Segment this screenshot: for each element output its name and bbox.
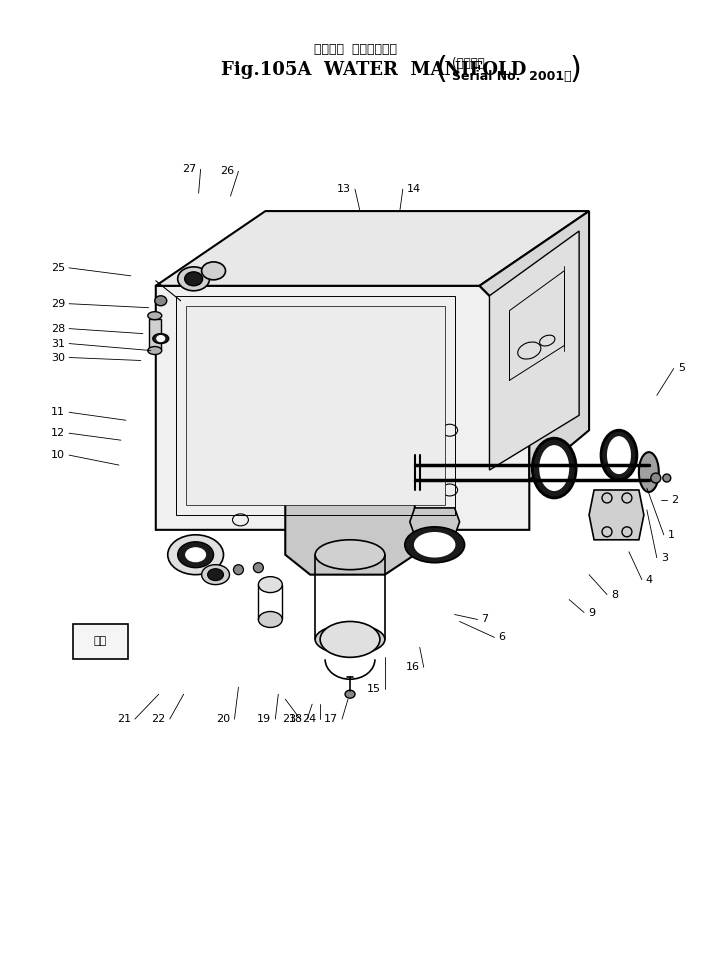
Ellipse shape <box>651 473 661 483</box>
Ellipse shape <box>178 542 214 567</box>
Ellipse shape <box>663 474 671 482</box>
Ellipse shape <box>315 625 385 654</box>
Ellipse shape <box>148 346 162 354</box>
Ellipse shape <box>168 535 224 575</box>
Text: 15: 15 <box>367 684 381 694</box>
Text: 3: 3 <box>661 553 668 562</box>
Ellipse shape <box>253 562 263 573</box>
Bar <box>149 319 160 348</box>
Text: 30: 30 <box>51 352 65 363</box>
Ellipse shape <box>148 311 162 320</box>
Ellipse shape <box>186 548 206 561</box>
Bar <box>175 296 454 515</box>
Text: 16: 16 <box>405 663 420 672</box>
Text: 19: 19 <box>257 714 271 724</box>
Polygon shape <box>410 508 459 536</box>
Text: 21: 21 <box>116 714 131 724</box>
Text: 14: 14 <box>407 184 421 195</box>
Polygon shape <box>221 341 325 455</box>
Ellipse shape <box>639 452 659 492</box>
Ellipse shape <box>155 296 167 306</box>
Polygon shape <box>155 286 530 530</box>
Bar <box>73 625 128 660</box>
Ellipse shape <box>345 690 355 699</box>
Ellipse shape <box>202 262 226 280</box>
Text: 31: 31 <box>51 339 65 348</box>
Ellipse shape <box>202 564 229 585</box>
Text: 2: 2 <box>671 495 678 505</box>
Ellipse shape <box>153 334 169 343</box>
Ellipse shape <box>405 526 464 562</box>
Text: 26: 26 <box>220 166 234 176</box>
Text: 20: 20 <box>217 714 231 724</box>
Text: ): ) <box>569 55 581 84</box>
Text: 23: 23 <box>282 714 296 724</box>
Text: 18: 18 <box>289 714 303 724</box>
Ellipse shape <box>234 564 244 575</box>
Ellipse shape <box>601 430 637 480</box>
Text: 4: 4 <box>646 575 653 585</box>
Ellipse shape <box>320 622 380 658</box>
Text: 24: 24 <box>302 714 316 724</box>
Text: 7: 7 <box>481 615 488 625</box>
Text: Fig.105A  WATER  MANIFOLD: Fig.105A WATER MANIFOLD <box>221 60 526 79</box>
Polygon shape <box>310 395 390 425</box>
Text: 13: 13 <box>337 184 351 195</box>
Ellipse shape <box>258 577 283 593</box>
Ellipse shape <box>608 437 630 473</box>
Ellipse shape <box>540 447 568 490</box>
Ellipse shape <box>178 267 209 291</box>
Text: (適用号機: (適用号機 <box>452 57 484 70</box>
Polygon shape <box>479 211 589 480</box>
Polygon shape <box>489 231 579 470</box>
Text: 1: 1 <box>668 530 674 540</box>
Text: 11: 11 <box>51 408 65 417</box>
Ellipse shape <box>258 611 283 628</box>
Ellipse shape <box>157 336 165 342</box>
Text: 10: 10 <box>51 450 65 460</box>
Text: 22: 22 <box>151 714 165 724</box>
Text: 房力: 房力 <box>94 636 106 646</box>
Text: 25: 25 <box>51 263 65 272</box>
Text: 12: 12 <box>51 428 65 438</box>
Ellipse shape <box>532 438 576 498</box>
Text: 9: 9 <box>588 607 595 618</box>
Text: 28: 28 <box>51 324 65 334</box>
Text: 17: 17 <box>324 714 338 724</box>
Text: 5: 5 <box>678 364 684 374</box>
Text: 8: 8 <box>611 590 618 599</box>
Ellipse shape <box>415 533 454 557</box>
Polygon shape <box>155 211 589 286</box>
Text: 29: 29 <box>51 299 65 308</box>
Polygon shape <box>589 490 644 540</box>
Polygon shape <box>285 425 415 575</box>
Text: (: ( <box>436 55 447 84</box>
Ellipse shape <box>315 540 385 569</box>
Text: 6: 6 <box>498 632 506 642</box>
Text: ウォータ  マニホールド: ウォータ マニホールド <box>314 43 396 56</box>
Ellipse shape <box>207 568 224 581</box>
Ellipse shape <box>185 271 202 286</box>
Bar <box>186 306 444 505</box>
Text: 27: 27 <box>182 164 197 174</box>
Text: Serial No.  2001～: Serial No. 2001～ <box>452 70 572 83</box>
